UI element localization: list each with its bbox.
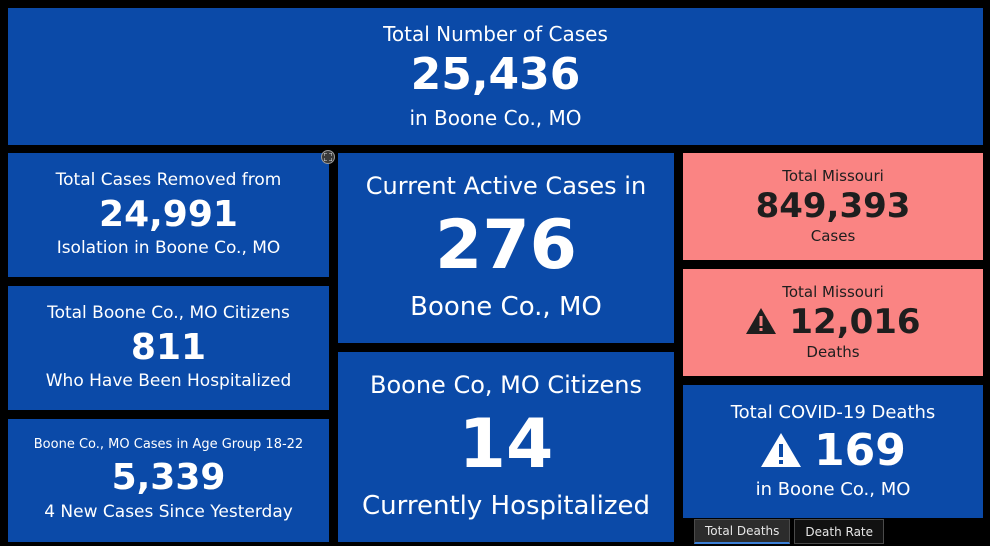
deaths-tab-bar: Total Deaths Death Rate: [694, 519, 885, 544]
missouri-cases-title: Total Missouri: [782, 166, 884, 185]
missouri-deaths-tile: Total Missouri 12,016 Deaths: [683, 269, 983, 376]
total-cases-tile: Total Number of Cases 25,436 in Boone Co…: [8, 8, 983, 145]
active-cases-subtitle: Boone Co., MO: [410, 291, 602, 322]
cases-removed-title: Total Cases Removed from: [55, 170, 282, 191]
age-group-value: 5,339: [111, 457, 226, 498]
cases-removed-subtitle: Isolation in Boone Co., MO: [56, 238, 281, 259]
age-group-title: Boone Co., MO Cases in Age Group 18-22: [33, 437, 304, 453]
total-hospitalized-value: 811: [130, 326, 207, 368]
currently-hospitalized-tile: Boone Co, MO Citizens 14 Currently Hospi…: [338, 352, 674, 542]
missouri-cases-tile: Total Missouri 849,393 Cases: [683, 153, 983, 260]
cases-removed-value: 24,991: [99, 193, 238, 235]
missouri-deaths-title: Total Missouri: [782, 282, 884, 301]
tab-total-deaths[interactable]: Total Deaths: [694, 519, 791, 544]
total-cases-title: Total Number of Cases: [383, 22, 608, 47]
total-cases-value: 25,436: [410, 49, 581, 101]
missouri-deaths-subtitle: Deaths: [806, 343, 860, 362]
total-hospitalized-subtitle: Who Have Been Hospitalized: [45, 371, 292, 392]
total-hospitalized-title: Total Boone Co., MO Citizens: [47, 303, 290, 324]
tab-death-rate[interactable]: Death Rate: [794, 519, 885, 544]
boone-deaths-value: 169: [814, 425, 906, 477]
age-group-tile: Boone Co., MO Cases in Age Group 18-22 5…: [8, 419, 329, 542]
boone-deaths-tile: Total COVID-19 Deaths 169 in Boone Co., …: [683, 385, 983, 518]
expand-icon[interactable]: [321, 150, 335, 164]
active-cases-tile: Current Active Cases in 276 Boone Co., M…: [338, 153, 674, 343]
currently-hospitalized-subtitle: Currently Hospitalized: [362, 490, 650, 521]
active-cases-title: Current Active Cases in: [365, 172, 647, 201]
missouri-deaths-value: 12,016: [789, 301, 921, 342]
missouri-cases-value: 849,393: [755, 185, 911, 226]
missouri-cases-subtitle: Cases: [810, 227, 856, 246]
warning-icon: [745, 307, 777, 339]
warning-icon: [760, 432, 802, 472]
boone-deaths-subtitle: in Boone Co., MO: [755, 478, 911, 500]
total-cases-subtitle: in Boone Co., MO: [409, 105, 582, 130]
total-hospitalized-tile: Total Boone Co., MO Citizens 811 Who Hav…: [8, 286, 329, 410]
boone-deaths-title: Total COVID-19 Deaths: [730, 401, 936, 423]
currently-hospitalized-title: Boone Co, MO Citizens: [370, 371, 642, 400]
currently-hospitalized-value: 14: [458, 404, 554, 484]
cases-removed-tile: Total Cases Removed from 24,991 Isolatio…: [8, 153, 329, 277]
age-group-subtitle: 4 New Cases Since Yesterday: [44, 502, 293, 523]
active-cases-value: 276: [435, 205, 577, 285]
